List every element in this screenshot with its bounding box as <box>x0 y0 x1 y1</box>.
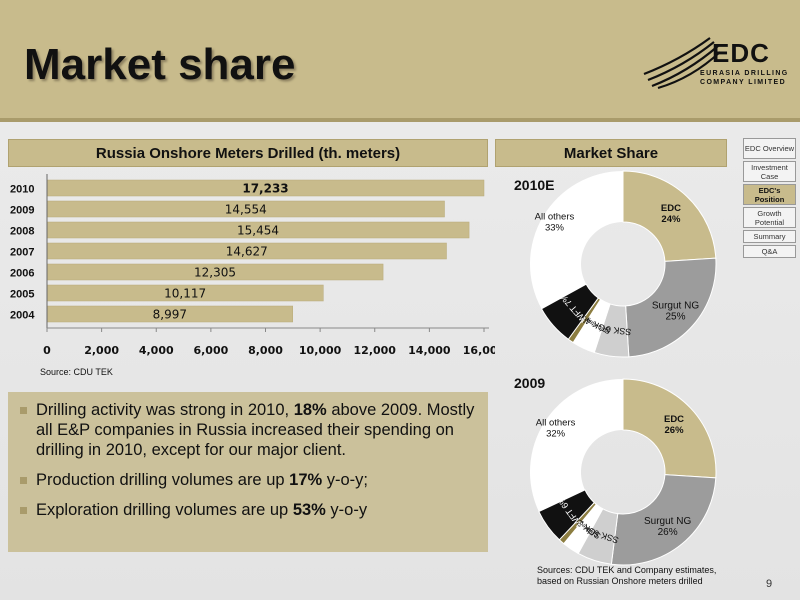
bullet-exploration-drilling: Exploration drilling volumes are up 53% … <box>18 500 478 520</box>
x-tick-label: 10,000 <box>299 344 342 357</box>
donut-label-surgut-ng-value: 26% <box>658 527 678 538</box>
logo-name: EDC <box>712 38 770 68</box>
donut-label-edc: EDC <box>661 203 681 214</box>
section-nav: EDC Overview Investment Case EDC's Posit… <box>743 138 796 260</box>
meters-drilled-bar-chart: 17,233 2010 14,554 2009 15,454 2008 14,627 2007… <box>10 174 495 357</box>
bullet-highlight: 53% <box>292 501 326 519</box>
donut-slice-edc <box>622 378 717 479</box>
nav-item-growth-potential[interactable]: Growth Potential <box>743 207 796 228</box>
bullet-highlight: 17% <box>289 471 323 489</box>
donut-title: 2010E <box>514 177 554 193</box>
bar-value-label: 17,233 <box>242 182 288 196</box>
bullet-text: Exploration drilling volumes are up <box>36 501 293 519</box>
nav-item-summary[interactable]: Summary <box>743 230 796 243</box>
donut-label-all-others-value: 32% <box>546 429 566 440</box>
y-tick-label: 2005 <box>10 289 34 301</box>
y-tick-label: 2004 <box>10 310 35 322</box>
donut-slice-all-others <box>530 379 623 512</box>
y-tick-label: 2007 <box>10 247 34 259</box>
bar-chart-source: Source: CDU TEK <box>40 367 113 377</box>
bar-value-label: 14,627 <box>226 245 268 259</box>
header-bar: Market share EDC EURASIA DRILLING COMPAN… <box>0 0 800 122</box>
donut-label-edc-value: 24% <box>661 214 681 225</box>
x-tick-label: 12,000 <box>354 344 397 357</box>
x-tick-label: 0 <box>43 344 51 357</box>
donut-label-ssk: SSK 6% <box>597 323 632 337</box>
bullet-text: y-o-y <box>325 501 368 519</box>
bullet-text: above 2009. Mostly all E&P companies in … <box>36 401 475 459</box>
page-title: Market share <box>24 40 296 89</box>
market-share-heading: Market Share <box>495 139 727 167</box>
donut-label-surgut-ng: Surgut NG <box>644 516 691 527</box>
x-tick-label: 14,000 <box>408 344 451 357</box>
x-tick-label: 6,000 <box>193 344 228 357</box>
x-tick-label: 4,000 <box>139 344 174 357</box>
logo-subtitle-line1: EURASIA DRILLING <box>700 70 789 77</box>
x-tick-label: 2,000 <box>84 344 119 357</box>
x-tick-label: 8,000 <box>248 344 283 357</box>
bar-value-label: 12,305 <box>194 266 236 280</box>
donut-label-surgut-ng-value: 25% <box>666 311 686 322</box>
bullet-text: Production drilling volumes are up <box>36 471 290 489</box>
page-number: 9 <box>766 578 773 590</box>
donut-label-surgut-ng: Surgut NG <box>652 300 699 311</box>
donut-title: 2009 <box>514 375 545 391</box>
nav-item-edcs-position[interactable]: EDC's Position <box>743 184 796 205</box>
nav-item-investment-case[interactable]: Investment Case <box>743 161 796 182</box>
bar-chart-heading: Russia Onshore Meters Drilled (th. meter… <box>8 139 488 167</box>
bullet-production-drilling: Production drilling volumes are up 17% y… <box>18 470 478 490</box>
donut-slice-all-others <box>530 171 623 309</box>
market-share-sources: Sources: CDU TEK and Company estimates, … <box>537 565 717 586</box>
donut-slice-surgut-ng <box>610 474 717 566</box>
y-tick-label: 2008 <box>10 226 34 238</box>
edc-logo <box>643 37 721 90</box>
donut-label-edc-value: 26% <box>665 425 685 436</box>
bar-value-label: 10,117 <box>164 287 206 301</box>
y-tick-label: 2010 <box>10 184 34 196</box>
x-tick-label: 16,000 <box>463 344 495 357</box>
bullet-list: Drilling activity was strong in 2010, 18… <box>8 392 488 552</box>
y-tick-label: 2009 <box>10 205 34 217</box>
bar-value-label: 15,454 <box>237 224 279 238</box>
donut-label-edc: EDC <box>664 414 684 425</box>
donut-label-all-others: All others <box>535 211 575 222</box>
bar-value-label: 8,997 <box>153 308 187 322</box>
bullet-text: Drilling activity was strong in 2010, <box>36 401 294 419</box>
bullet-highlight: 18% <box>293 401 327 419</box>
bullet-text: y-o-y; <box>322 471 369 489</box>
nav-item-qa[interactable]: Q&A <box>743 245 796 258</box>
donut-slice-edc <box>622 170 717 262</box>
nav-item-edc-overview[interactable]: EDC Overview <box>743 138 796 159</box>
donut-label-all-others: All others <box>536 418 576 429</box>
donut-label-all-others-value: 33% <box>545 222 565 233</box>
donut-slice-surgut-ng <box>625 257 717 358</box>
y-tick-label: 2006 <box>10 268 34 280</box>
bullet-drilling-activity: Drilling activity was strong in 2010, 18… <box>18 400 478 460</box>
logo-subtitle-line2: COMPANY LIMITED <box>700 79 787 86</box>
bar-value-label: 14,554 <box>225 203 267 217</box>
